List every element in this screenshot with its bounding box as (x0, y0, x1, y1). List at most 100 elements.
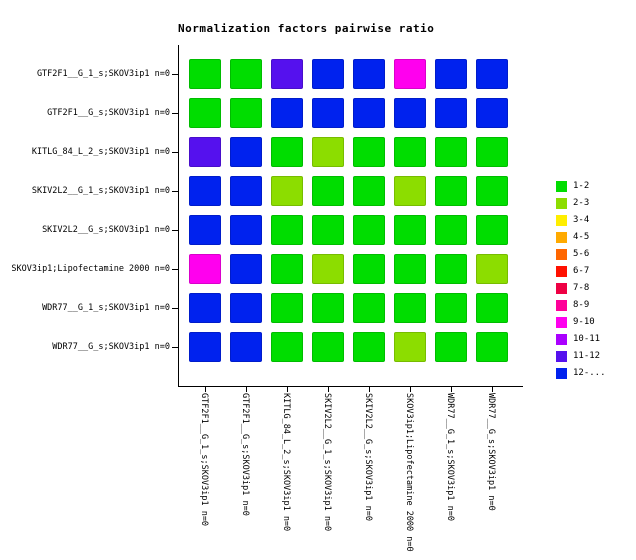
heatmap-cell (189, 254, 221, 284)
heatmap-cell (435, 98, 467, 128)
legend-label: 3-4 (573, 215, 590, 225)
heatmap-cell (435, 332, 467, 362)
heatmap-cell (189, 215, 221, 245)
col-label: WDR77__G_s;SKOV3ip1 n=0 (486, 393, 496, 511)
col-label: KITLG_84_L_2_s;SKOV3ip1 n=0 (281, 393, 291, 532)
legend-swatch (556, 367, 567, 379)
heatmap-cell (189, 293, 221, 323)
heatmap-cell (312, 254, 344, 284)
legend-item: 10-11 (556, 333, 600, 345)
heatmap-cell (394, 215, 426, 245)
row-tick-mark (172, 308, 178, 309)
heatmap-cell (312, 98, 344, 128)
legend-item: 3-4 (556, 214, 589, 226)
legend-label: 2-3 (573, 198, 590, 208)
legend-swatch (556, 282, 567, 294)
row-label: KITLG_84_L_2_s;SKOV3ip1 n=0 (31, 147, 170, 157)
heatmap-cell (312, 215, 344, 245)
heatmap-cell (189, 332, 221, 362)
legend-item: 4-5 (556, 231, 589, 243)
row-tick-mark (172, 347, 178, 348)
legend-label: 11-12 (573, 351, 601, 361)
col-label: SKOV3ip1;Lipofectamine 2000 n=0 (404, 393, 414, 552)
heatmap-cell (353, 254, 385, 284)
heatmap-cell (271, 176, 303, 206)
row-label: SKOV3ip1;Lipofectamine 2000 n=0 (11, 264, 170, 274)
heatmap-cell (271, 59, 303, 89)
row-tick-mark (172, 191, 178, 192)
legend-swatch (556, 299, 567, 311)
legend-swatch (556, 333, 567, 345)
row-tick-mark (172, 74, 178, 75)
heatmap-cell (476, 215, 508, 245)
row-label: SKIV2L2__G_1_s;SKOV3ip1 n=0 (31, 186, 170, 196)
row-tick-mark (172, 152, 178, 153)
heatmap-cell (230, 59, 262, 89)
legend-item: 7-8 (556, 282, 589, 294)
heatmap-cell (189, 98, 221, 128)
legend-label: 5-6 (573, 249, 590, 259)
heatmap-cell (312, 332, 344, 362)
legend-label: 1-2 (573, 181, 590, 191)
legend-item: 2-3 (556, 197, 589, 209)
heatmap-cell (230, 293, 262, 323)
row-label: GTF2F1__G_1_s;SKOV3ip1 n=0 (36, 69, 170, 79)
heatmap-cell (271, 98, 303, 128)
heatmap-cell (189, 137, 221, 167)
heatmap-cell (476, 137, 508, 167)
row-label: SKIV2L2__G_s;SKOV3ip1 n=0 (42, 225, 170, 235)
col-tick-mark (287, 387, 288, 392)
heatmap-cell (476, 98, 508, 128)
col-tick-mark (328, 387, 329, 392)
row-tick-mark (172, 269, 178, 270)
heatmap-cell (353, 293, 385, 323)
heatmap-cell (394, 254, 426, 284)
heatmap-cell (435, 215, 467, 245)
legend-item: 11-12 (556, 350, 600, 362)
legend-label: 10-11 (573, 334, 601, 344)
col-tick-mark (410, 387, 411, 392)
heatmap-cell (353, 59, 385, 89)
heatmap-cell (476, 332, 508, 362)
col-label: WDR77__G_1_s;SKOV3ip1 n=0 (445, 393, 455, 521)
col-tick-mark (451, 387, 452, 392)
legend-item: 9-10 (556, 316, 595, 328)
legend-swatch (556, 231, 567, 243)
heatmap-cell (230, 137, 262, 167)
heatmap-cell (476, 293, 508, 323)
heatmap-cell (394, 59, 426, 89)
col-label: GTF2F1__G_s;SKOV3ip1 n=0 (240, 393, 250, 516)
legend-swatch (556, 350, 567, 362)
heatmap-cell (312, 137, 344, 167)
legend-swatch (556, 248, 567, 260)
row-label: GTF2F1__G_s;SKOV3ip1 n=0 (47, 108, 170, 118)
legend-label: 9-10 (573, 317, 595, 327)
legend-swatch (556, 214, 567, 226)
heatmap-cell (476, 59, 508, 89)
row-tick-mark (172, 113, 178, 114)
heatmap-cell (230, 176, 262, 206)
heatmap-cell (230, 332, 262, 362)
col-tick-mark (369, 387, 370, 392)
col-label: SKIV2L2__G_1_s;SKOV3ip1 n=0 (322, 393, 332, 532)
legend-label: 6-7 (573, 266, 590, 276)
heatmap-cell (394, 137, 426, 167)
legend-swatch (556, 197, 567, 209)
heatmap-cell (435, 176, 467, 206)
legend-item: 6-7 (556, 265, 589, 277)
col-tick-mark (246, 387, 247, 392)
heatmap-cell (435, 137, 467, 167)
legend-item: 12-... (556, 367, 606, 379)
heatmap-cell (271, 293, 303, 323)
heatmap-cell (353, 215, 385, 245)
legend-label: 12-... (573, 368, 606, 378)
row-label: WDR77__G_s;SKOV3ip1 n=0 (52, 342, 170, 352)
legend-label: 4-5 (573, 232, 590, 242)
heatmap-cell (476, 176, 508, 206)
heatmap-cell (312, 59, 344, 89)
heatmap-cell (230, 215, 262, 245)
col-label: SKIV2L2__G_s;SKOV3ip1 n=0 (363, 393, 373, 521)
heatmap-cell (271, 254, 303, 284)
heatmap-cell (353, 137, 385, 167)
legend-label: 7-8 (573, 283, 590, 293)
